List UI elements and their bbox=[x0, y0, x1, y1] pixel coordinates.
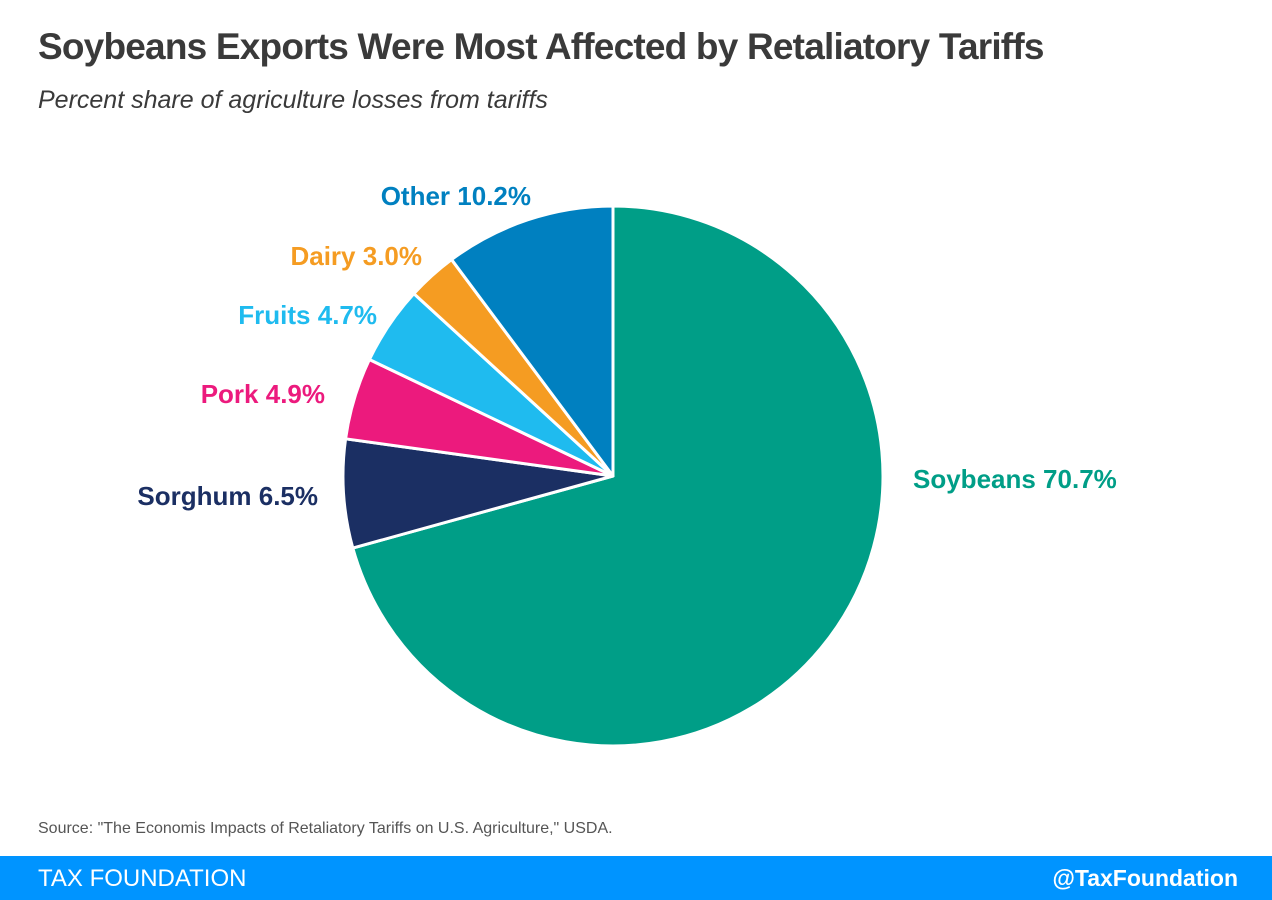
footer-bar: TAX FOUNDATION @TaxFoundation bbox=[0, 856, 1272, 900]
pie-slice-sorghum bbox=[341, 437, 615, 550]
social-handle: @TaxFoundation bbox=[1052, 865, 1238, 891]
pie-label-soybeans: Soybeans 70.7% bbox=[913, 464, 1117, 494]
brand-name: TAX FOUNDATION bbox=[38, 865, 247, 892]
pie-slice-other bbox=[450, 204, 615, 478]
pie-slices bbox=[341, 204, 885, 748]
pie-label-pork: Pork 4.9% bbox=[201, 379, 325, 409]
pie-label-other: Other 10.2% bbox=[381, 181, 531, 211]
chart-title: Soybeans Exports Were Most Affected by R… bbox=[38, 26, 1044, 67]
source-note: Source: "The Economis Impacts of Retalia… bbox=[38, 820, 613, 837]
pie-label-fruits: Fruits 4.7% bbox=[238, 300, 377, 330]
pie-label-dairy: Dairy 3.0% bbox=[290, 241, 422, 271]
chart-subtitle: Percent share of agriculture losses from… bbox=[38, 86, 548, 114]
pie-label-sorghum: Sorghum 6.5% bbox=[137, 481, 318, 511]
pie-chart: Soybeans 70.7% Sorghum 6.5% Pork 4.9% Fruit… bbox=[137, 181, 1117, 748]
pie-slice-soybeans bbox=[351, 204, 885, 748]
pie-labels: Soybeans 70.7% Sorghum 6.5% Pork 4.9% Fruit… bbox=[137, 181, 1116, 511]
